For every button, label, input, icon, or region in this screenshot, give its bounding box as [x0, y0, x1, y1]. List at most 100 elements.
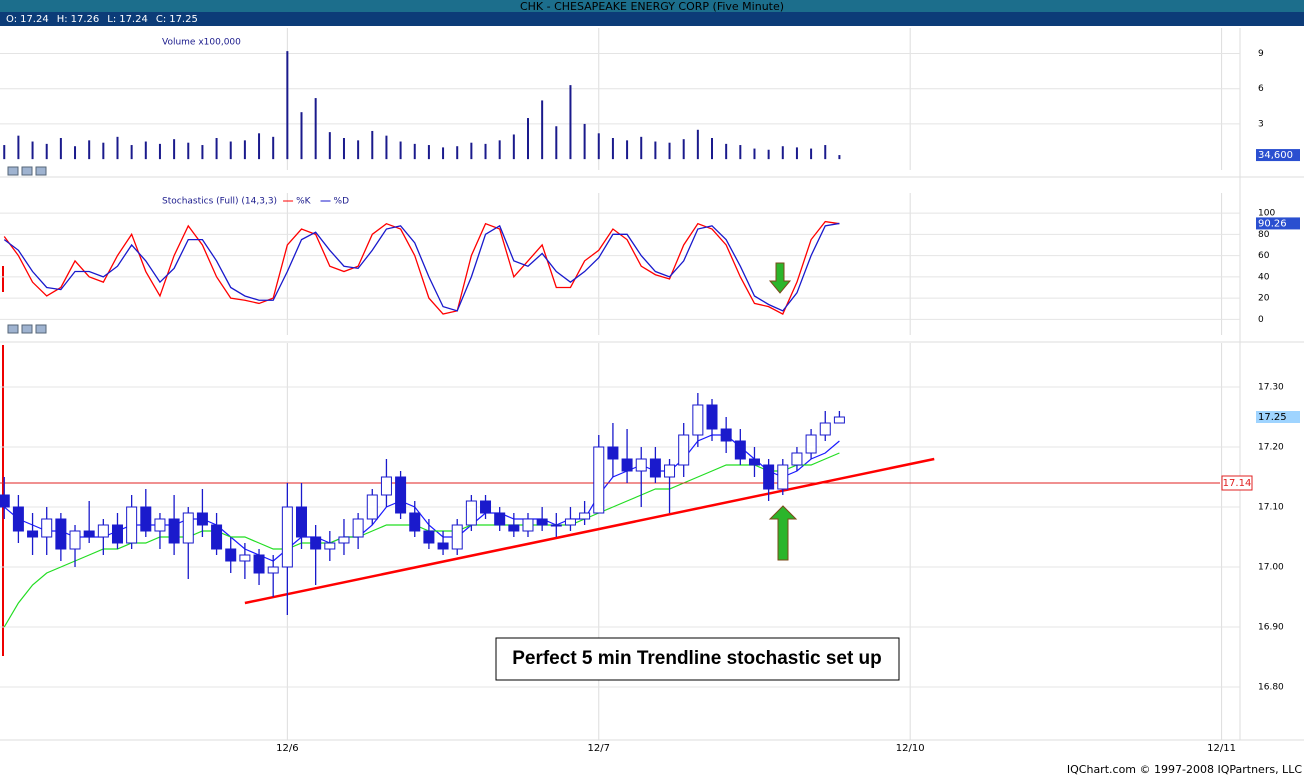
support-label: 17.14: [1223, 478, 1252, 489]
candle-body: [182, 512, 194, 544]
quote-value: 17.24: [20, 14, 49, 25]
button[interactable]: [35, 166, 47, 176]
candle-body: [763, 464, 775, 490]
y-tick-label: 16.80: [1258, 683, 1284, 693]
candle-body: [154, 518, 166, 532]
candle-body: [97, 524, 109, 538]
candle-body: [536, 518, 548, 526]
candle-body: [253, 554, 265, 574]
y-tick-label: 6: [1258, 84, 1264, 94]
y-tick-label: 20: [1258, 294, 1270, 304]
y-tick-label: 9: [1258, 49, 1264, 59]
candle-body: [324, 542, 336, 550]
candle-body: [522, 518, 534, 532]
panel-buttons[interactable]: [7, 166, 47, 334]
candle-body: [465, 500, 477, 526]
y-tick-label: 3: [1258, 119, 1264, 129]
button[interactable]: [7, 166, 19, 176]
candle-body: [748, 458, 760, 466]
candle-body: [395, 476, 407, 514]
candle-body: [494, 512, 506, 526]
candle-body: [310, 536, 322, 550]
candle-body: [140, 506, 152, 532]
button[interactable]: [21, 324, 33, 334]
x-tick-label: 12/7: [588, 743, 610, 754]
legend-label: %K: [296, 197, 312, 207]
candle-body: [550, 524, 562, 527]
y-tick-label: 16.90: [1258, 623, 1284, 633]
x-tick-label: 12/10: [896, 743, 925, 754]
y-tick-label: 60: [1258, 251, 1270, 261]
button[interactable]: [7, 324, 19, 334]
candle-body: [126, 506, 138, 544]
candle-body: [168, 518, 180, 544]
y-tick-label: 17.00: [1258, 563, 1284, 573]
candle-body: [296, 506, 308, 538]
x-tick-label: 12/11: [1207, 743, 1236, 754]
candle-body: [777, 464, 789, 490]
candle-body: [833, 416, 845, 424]
quote-bar: [0, 12, 1304, 26]
stochastic-line: [3, 222, 840, 312]
y-tick-label: 100: [1258, 209, 1275, 219]
last-value-box: [1256, 149, 1300, 162]
annotation-box: [495, 637, 900, 681]
legend-label: %D: [334, 197, 350, 207]
title-bar: [0, 0, 1304, 12]
candle-body: [706, 404, 718, 430]
candle-body: [12, 506, 24, 532]
y-tick-label: 17.30: [1258, 383, 1284, 393]
candle-body: [380, 476, 392, 496]
last-value-label: 34,600: [1258, 150, 1293, 161]
footer: IQChart.com © 1997-2008 IQPartners, LLC: [1067, 763, 1302, 776]
quote-value: 17.24: [119, 14, 148, 25]
candle-body: [409, 512, 421, 532]
candle-body: [791, 452, 803, 466]
candle-body: [338, 536, 350, 544]
quote-label: O:: [6, 14, 17, 25]
candle-body: [819, 422, 831, 436]
last-value-label: 90.26: [1258, 218, 1287, 229]
annotation: Perfect 5 min Trendline stochastic set u…: [512, 648, 882, 669]
candle-body: [196, 512, 208, 526]
candle-body: [211, 524, 223, 550]
candle-body: [734, 440, 746, 460]
y-tick-label: 17.10: [1258, 503, 1284, 513]
candle-body: [267, 566, 279, 574]
button[interactable]: [21, 166, 33, 176]
candle-body: [41, 518, 53, 538]
candle-body: [225, 548, 237, 562]
candle-body: [564, 518, 576, 526]
candle-body: [55, 518, 67, 550]
candle-body: [352, 518, 364, 538]
quote-value: 17.25: [169, 14, 198, 25]
candle-body: [111, 524, 123, 544]
last-value-box: [1256, 217, 1300, 230]
last-value-label: 17.25: [1258, 412, 1287, 423]
candle-body: [692, 404, 704, 436]
quote-value: 17.26: [71, 14, 100, 25]
candle-body: [678, 434, 690, 466]
quote-label: C:: [156, 14, 166, 25]
candle-body: [451, 524, 463, 550]
trendline: [244, 457, 935, 605]
stochastic-line: [3, 220, 840, 315]
candle-body: [423, 530, 435, 544]
quote-label: L:: [107, 14, 116, 25]
candle-body: [239, 554, 251, 562]
y-tick-label: 80: [1258, 230, 1270, 240]
candle-body: [366, 494, 378, 520]
quote-label: H:: [57, 14, 68, 25]
button[interactable]: [35, 324, 47, 334]
candle-body: [720, 428, 732, 442]
y-tick-label: 40: [1258, 272, 1270, 282]
candle-body: [437, 542, 449, 550]
candle-body: [508, 524, 520, 532]
last-value-box: [1256, 411, 1300, 423]
panel-title: Stochastics (Full) (14,3,3): [162, 197, 277, 207]
candle-body: [579, 512, 591, 520]
x-tick-label: 12/6: [276, 743, 298, 754]
candle-body: [480, 500, 492, 514]
candle-body: [0, 494, 10, 508]
